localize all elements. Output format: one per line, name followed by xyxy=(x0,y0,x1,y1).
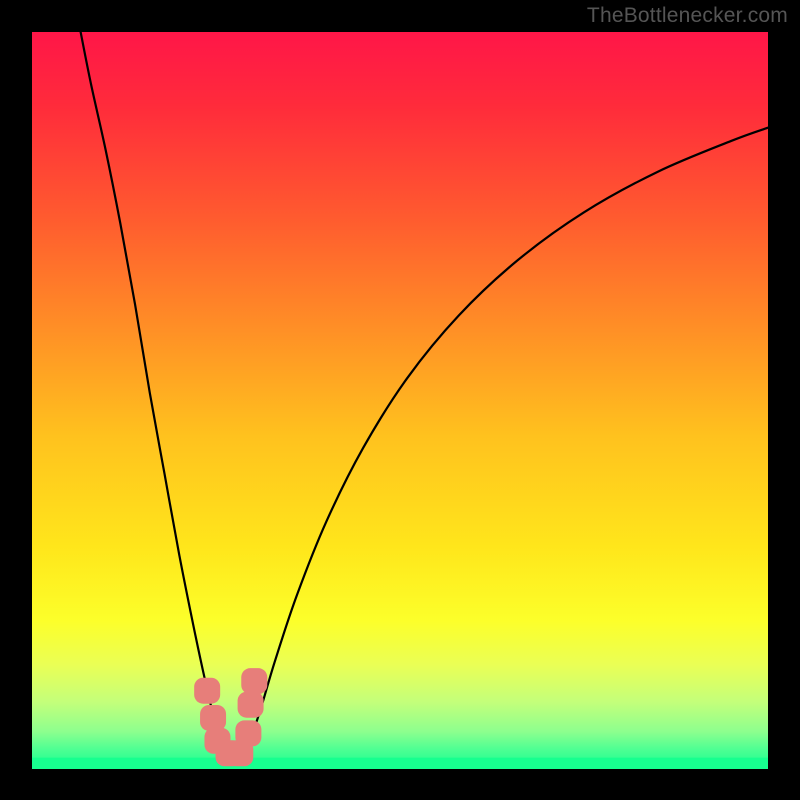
chart-svg xyxy=(0,0,800,800)
valley-marker xyxy=(194,678,220,704)
valley-marker xyxy=(200,705,226,731)
bottom-green-band xyxy=(32,758,768,769)
valley-marker xyxy=(241,668,267,694)
valley-marker xyxy=(238,692,264,718)
watermark-text: TheBottlenecker.com xyxy=(587,4,788,28)
valley-marker xyxy=(235,720,261,746)
plot-background xyxy=(32,32,768,768)
